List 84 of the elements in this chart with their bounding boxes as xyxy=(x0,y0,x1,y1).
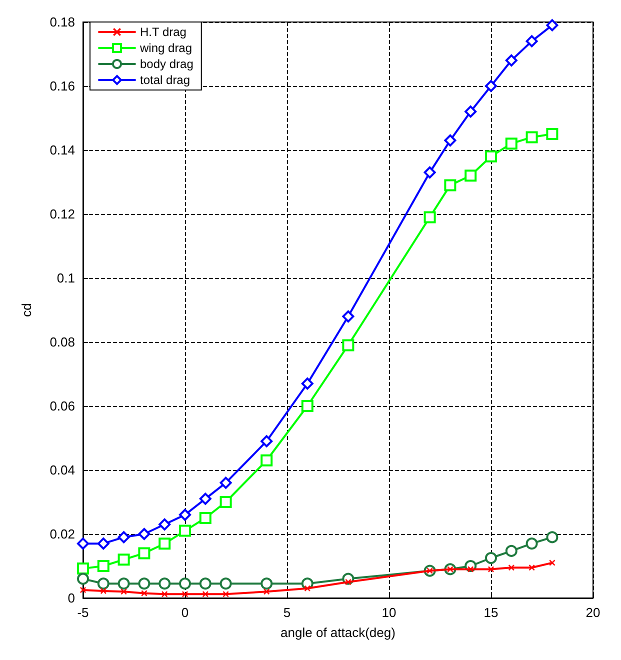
point xyxy=(182,591,188,598)
point xyxy=(138,578,150,590)
y-axis-title: cd xyxy=(19,303,34,317)
point xyxy=(77,538,89,550)
point xyxy=(179,508,191,521)
y-tick-label: 0.1 xyxy=(56,270,75,286)
point xyxy=(485,150,497,162)
point xyxy=(222,591,229,598)
y-tick-label: 0.16 xyxy=(50,78,75,94)
point xyxy=(220,578,232,590)
legend-label: total drag xyxy=(140,73,190,87)
point xyxy=(526,131,538,144)
point xyxy=(301,400,314,412)
point xyxy=(118,578,130,590)
point xyxy=(424,166,436,178)
y-tick-label: 0.02 xyxy=(50,526,75,542)
point xyxy=(508,564,514,571)
point xyxy=(526,538,538,550)
point xyxy=(118,531,130,544)
y-tick-label: 0 xyxy=(68,590,75,606)
point xyxy=(118,554,130,566)
point xyxy=(301,378,314,390)
point xyxy=(342,339,354,352)
point xyxy=(97,538,110,550)
legend-label: body drag xyxy=(140,57,194,71)
point xyxy=(179,524,191,537)
x-tick-label: 10 xyxy=(382,605,396,620)
y-tick-label: 0.18 xyxy=(50,14,75,30)
point xyxy=(464,170,477,182)
point xyxy=(526,35,538,48)
point xyxy=(77,572,89,585)
y-tick-label: 0.06 xyxy=(50,398,75,414)
y-tick-label: 0.14 xyxy=(50,142,75,158)
x-tick-label: 5 xyxy=(283,605,291,620)
point xyxy=(260,435,273,448)
x-tick-label: -5 xyxy=(77,605,89,620)
point xyxy=(505,54,518,66)
point xyxy=(546,128,558,140)
point xyxy=(220,476,232,489)
point xyxy=(505,138,518,150)
point xyxy=(138,547,150,560)
point xyxy=(199,512,212,524)
point xyxy=(260,578,273,590)
point xyxy=(80,587,86,593)
point xyxy=(260,454,273,466)
point xyxy=(138,528,150,540)
legend-label: H.T drag xyxy=(140,25,186,39)
point xyxy=(444,134,456,146)
point xyxy=(199,578,212,590)
point xyxy=(97,560,110,572)
legend-label: wing drag xyxy=(139,41,192,55)
y-tick-label: 0.12 xyxy=(50,206,75,222)
x-tick-label: 15 xyxy=(484,605,498,620)
x-tick-label: 20 xyxy=(586,605,600,620)
point xyxy=(141,590,148,596)
point xyxy=(304,585,310,592)
point xyxy=(179,578,191,590)
point xyxy=(546,19,558,32)
point xyxy=(464,106,477,118)
point xyxy=(485,552,497,564)
y-tick-label: 0.04 xyxy=(50,462,75,478)
point xyxy=(199,492,212,505)
point xyxy=(488,566,494,572)
point xyxy=(158,578,171,590)
point xyxy=(158,518,171,530)
point xyxy=(202,591,208,598)
point xyxy=(77,562,89,575)
point xyxy=(485,80,497,92)
point xyxy=(97,578,110,590)
point xyxy=(528,564,535,571)
point xyxy=(424,211,436,224)
point xyxy=(162,591,168,598)
point xyxy=(220,496,232,508)
point xyxy=(158,538,171,550)
point xyxy=(342,310,354,322)
point xyxy=(120,588,127,595)
point xyxy=(264,588,270,595)
point xyxy=(444,179,456,192)
point xyxy=(546,531,558,544)
y-tick-label: 0.08 xyxy=(50,334,75,350)
point xyxy=(100,588,106,594)
x-axis-title: angle of attack(deg) xyxy=(280,625,396,640)
x-tick-label: 0 xyxy=(181,605,189,620)
point xyxy=(505,544,518,557)
